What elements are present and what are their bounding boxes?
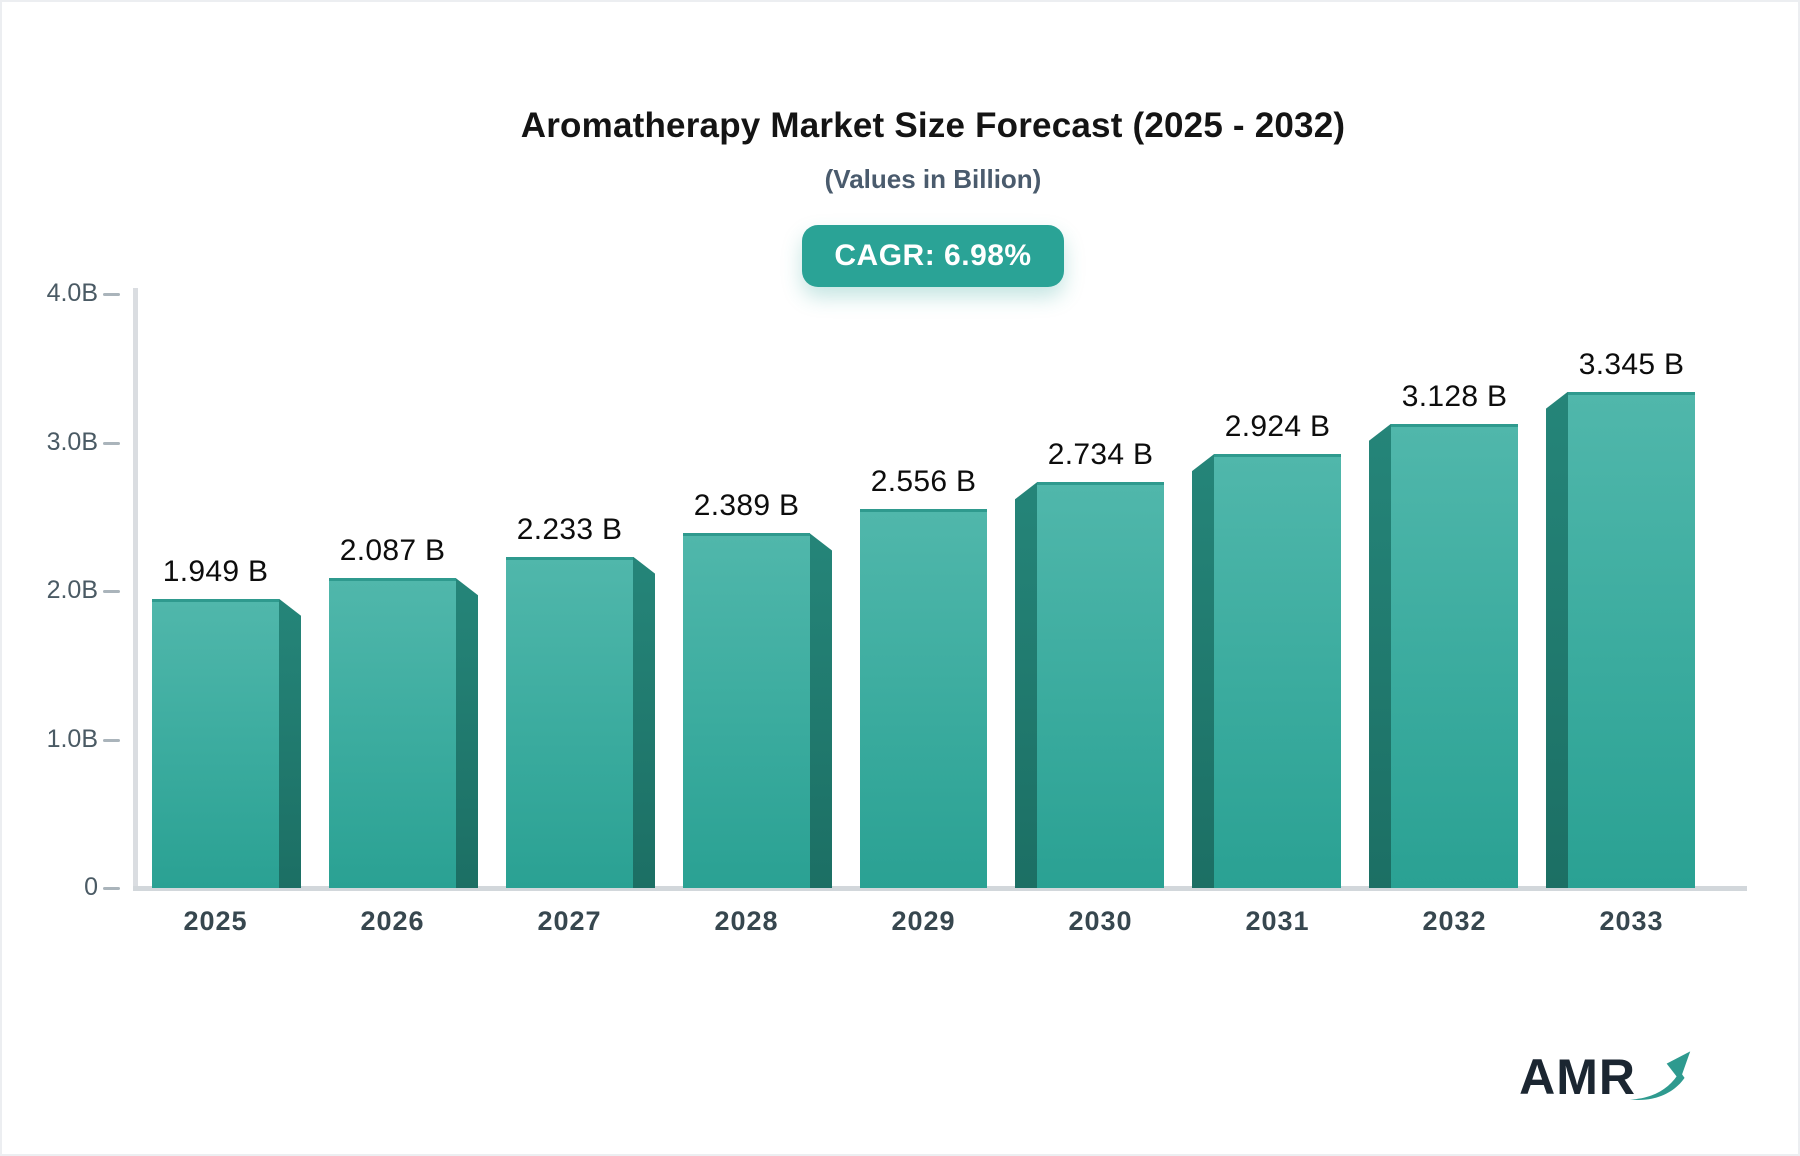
bar-value-label-2029: 2.556 B: [870, 464, 977, 498]
y-tick-label: 4.0B: [46, 279, 98, 308]
bar-value-label-2031: 2.924 B: [1224, 410, 1331, 444]
bar-2031: [1214, 454, 1341, 888]
y-tick-mark: [103, 887, 120, 890]
amr-logo: AMR: [1519, 1044, 1694, 1102]
bar-side-3d-2025: [279, 598, 301, 888]
bar-side-3d-2031: [1192, 454, 1214, 888]
y-axis-line: [133, 288, 138, 888]
bar-side-3d-2027: [633, 556, 655, 888]
trend-up-arrow-icon: [1629, 1051, 1691, 1101]
bar-2027: [506, 556, 633, 888]
x-axis-line: [133, 886, 1747, 891]
x-axis-label-2031: 2031: [1245, 906, 1310, 936]
x-axis-label-2028: 2028: [714, 906, 779, 936]
x-axis-label-2033: 2033: [1599, 906, 1664, 936]
bar-value-label-2033: 3.345 B: [1578, 347, 1685, 381]
bar-value-label-2032: 3.128 B: [1401, 379, 1508, 413]
x-axis-label-2030: 2030: [1068, 906, 1133, 936]
amr-logo-text: AMR: [1519, 1049, 1636, 1105]
bar-side-3d-2028: [810, 533, 832, 888]
cagr-badge: CAGR: 6.98%: [802, 225, 1064, 287]
x-axis-label-2029: 2029: [891, 906, 956, 936]
y-tick-label: 0: [84, 873, 98, 901]
x-axis-label-2032: 2032: [1422, 906, 1487, 936]
bar-side-3d-2032: [1369, 423, 1391, 888]
bar-2032: [1391, 423, 1518, 888]
bar-value-label-2027: 2.233 B: [516, 512, 623, 546]
bar-2025: [152, 598, 279, 888]
bar-side-3d-2026: [456, 578, 478, 888]
bar-2030: [1037, 482, 1164, 888]
x-axis-label-2027: 2027: [537, 906, 602, 936]
y-tick-mark: [103, 590, 120, 594]
y-tick-label: 3.0B: [46, 427, 98, 456]
bar-value-label-2030: 2.734 B: [1047, 438, 1154, 472]
chart-subtitle: (Values in Billion): [824, 164, 1042, 194]
bar-value-label-2028: 2.389 B: [693, 489, 800, 523]
y-tick-label: 2.0B: [46, 576, 98, 605]
x-axis-label-2025: 2025: [183, 906, 248, 936]
y-tick-mark: [103, 293, 120, 297]
y-tick-mark: [103, 441, 120, 445]
y-tick-label: 1.0B: [46, 724, 98, 753]
bar-2029: [860, 508, 987, 888]
bar-2033: [1568, 391, 1695, 888]
bar-side-3d-2033: [1546, 391, 1568, 888]
bar-2026: [329, 578, 456, 888]
bar-value-label-2026: 2.087 B: [339, 534, 446, 568]
chart-title: Aromatherapy Market Size Forecast (2025 …: [520, 106, 1346, 145]
y-tick-mark: [103, 738, 120, 742]
chart-header: Aromatherapy Market Size Forecast (2025 …: [68, 2, 1798, 287]
x-axis-label-2026: 2026: [360, 906, 425, 936]
bar-2028: [683, 533, 810, 888]
bar-side-3d-2030: [1015, 482, 1037, 888]
bar-value-label-2025: 1.949 B: [162, 554, 269, 588]
